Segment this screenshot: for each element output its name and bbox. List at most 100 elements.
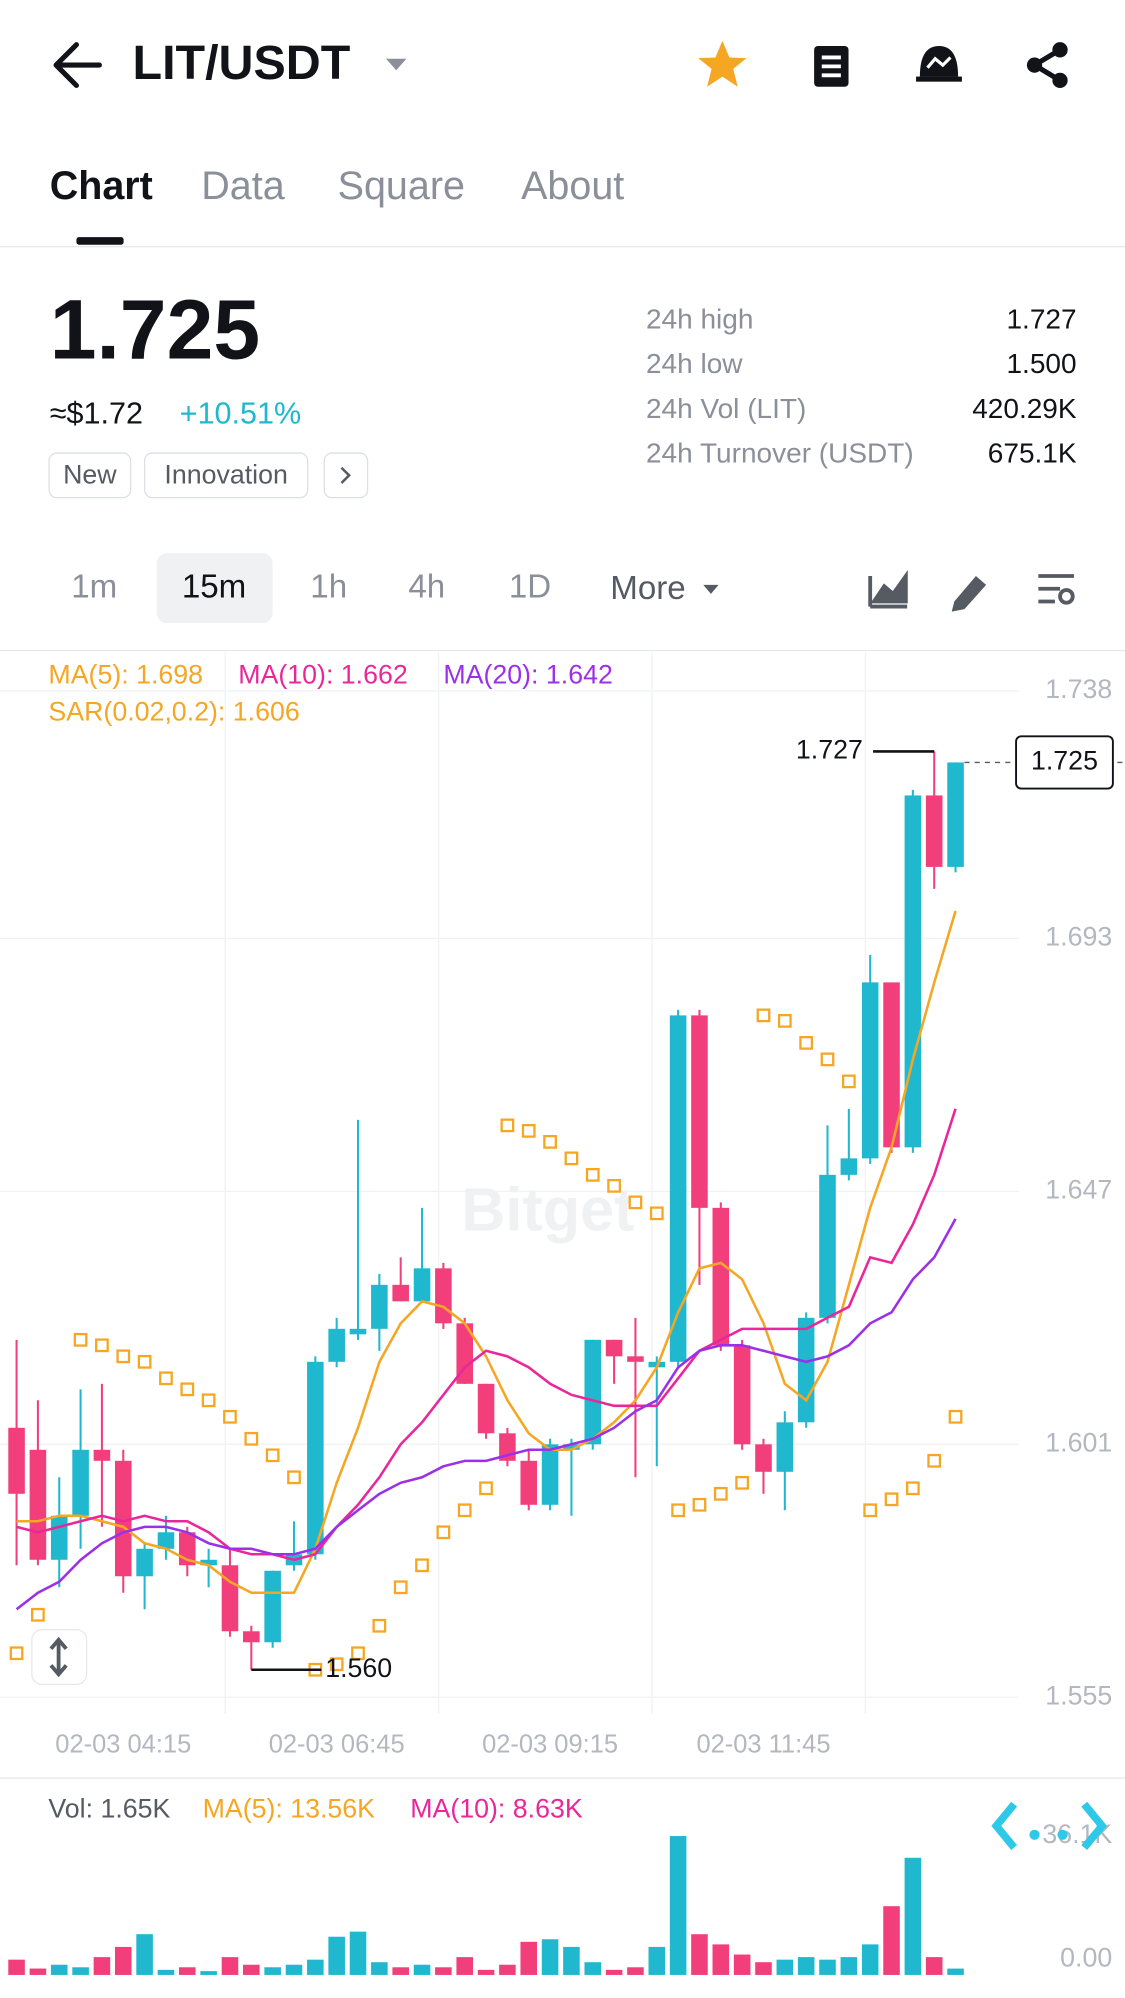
pair-caret[interactable] <box>386 58 407 71</box>
sar-point <box>521 1123 536 1138</box>
candle-body <box>520 1460 538 1505</box>
notes-icon[interactable] <box>814 45 849 87</box>
tab[interactable]: Square <box>338 164 465 208</box>
volume-bar <box>904 1857 922 1975</box>
assistant-badge[interactable] <box>991 1801 1108 1850</box>
volume-bar <box>584 1962 602 1975</box>
volume-bar <box>947 1968 964 1975</box>
tab[interactable]: Data <box>201 164 284 208</box>
candle-body <box>435 1268 452 1324</box>
volume-bar <box>797 1957 815 1975</box>
usd-price: ≈$1.72 <box>50 397 143 431</box>
tab[interactable]: Chart <box>50 164 153 208</box>
high-label: 1.727 <box>796 734 863 764</box>
tab-indicator <box>76 237 124 245</box>
volume-bar <box>221 1957 239 1975</box>
sar-point <box>137 1354 152 1369</box>
scale-toggle-icon <box>49 1636 68 1678</box>
volume-bar <box>200 1971 217 1975</box>
interval[interactable]: 1h <box>310 569 347 606</box>
stat-label: 24h low <box>646 348 743 379</box>
candle-body <box>136 1548 153 1577</box>
candle-body <box>413 1268 431 1302</box>
interval[interactable]: 1D <box>509 569 551 606</box>
interval-more[interactable]: More <box>610 570 685 607</box>
pair-title[interactable]: LIT/USDT <box>133 36 351 90</box>
stat-label: 24h Vol (LIT) <box>646 393 806 424</box>
candle-body <box>627 1356 644 1362</box>
candle-body <box>712 1207 730 1346</box>
volume-bar <box>712 1944 730 1975</box>
volume-bar <box>29 1968 47 1975</box>
candle-body <box>669 1015 687 1362</box>
back-arrow <box>53 42 102 89</box>
volume-bar <box>307 1959 324 1975</box>
sar-point <box>116 1349 131 1364</box>
sar-point <box>905 1481 920 1496</box>
sar-point <box>777 1014 792 1028</box>
volume-bar <box>669 1836 687 1975</box>
scale-toggle[interactable] <box>31 1629 88 1686</box>
y-tick-label: 1.693 <box>1045 921 1112 951</box>
sar-point <box>863 1503 878 1518</box>
candle-body <box>755 1444 772 1472</box>
tag: Innovation <box>164 460 287 490</box>
volume-bar <box>541 1939 559 1975</box>
indicator-icon[interactable] <box>1038 574 1075 604</box>
sar-point <box>393 1580 408 1595</box>
share-dot <box>1026 57 1043 73</box>
volume-bar <box>648 1946 666 1975</box>
stat-value: 1.727 <box>1006 304 1076 335</box>
candle-body <box>605 1339 623 1357</box>
sar-point <box>436 1525 451 1540</box>
chart-type-icon[interactable] <box>868 570 908 609</box>
x-tick-label: 02-03 06:45 <box>269 1730 405 1758</box>
volume-bar <box>264 1967 281 1975</box>
tab[interactable]: About <box>521 164 624 208</box>
y-tick-label: 1.555 <box>1045 1680 1112 1710</box>
volume-bar <box>157 1969 175 1975</box>
sar-point <box>201 1393 216 1408</box>
sar-point <box>884 1492 899 1507</box>
candle-body <box>328 1328 345 1362</box>
price-change: +10.51% <box>180 397 302 431</box>
legend-entry: MA(10): 1.662 <box>238 660 408 690</box>
draw-icon[interactable] <box>951 576 987 612</box>
interval[interactable]: 15m <box>182 569 246 606</box>
alert-icon[interactable] <box>916 45 962 82</box>
volume-bar <box>733 1954 751 1975</box>
volume-bar <box>691 1934 708 1975</box>
interval-active-bg <box>156 553 273 624</box>
candle-body <box>925 795 943 867</box>
interval[interactable]: 1m <box>71 569 117 606</box>
volume-legend: Vol: 1.65K <box>48 1794 170 1824</box>
sar-point <box>159 1371 173 1386</box>
share-icon[interactable] <box>1026 42 1068 89</box>
candle-body <box>8 1427 25 1494</box>
candle-body <box>456 1323 473 1384</box>
legend-entry: MA(20): 1.642 <box>443 660 613 690</box>
sar-point <box>564 1151 579 1166</box>
candle-body <box>797 1317 815 1423</box>
alert-wave <box>926 56 952 69</box>
sar-point <box>180 1382 195 1397</box>
volume-bar <box>349 1931 367 1975</box>
volume-bar <box>563 1946 580 1975</box>
favorite-icon[interactable] <box>698 40 747 87</box>
chart-tools <box>868 570 1075 612</box>
volume-bar <box>413 1964 431 1975</box>
candle-body <box>243 1631 260 1643</box>
tags-more[interactable] <box>323 452 369 499</box>
volume-bar <box>861 1944 879 1975</box>
sar-point <box>649 1206 664 1221</box>
back-button[interactable] <box>53 42 102 89</box>
interval[interactable]: 4h <box>408 569 445 606</box>
tag: New <box>63 460 117 490</box>
y-tick-label: 1.738 <box>1045 674 1112 704</box>
stats: 24h high 1.727 24h low 1.500 24h Vol (LI… <box>646 304 1077 469</box>
divider <box>0 649 1125 652</box>
volume-bar <box>755 1962 772 1975</box>
candle-body <box>29 1449 47 1560</box>
candle-body <box>157 1532 175 1549</box>
volume-bar <box>435 1967 452 1975</box>
